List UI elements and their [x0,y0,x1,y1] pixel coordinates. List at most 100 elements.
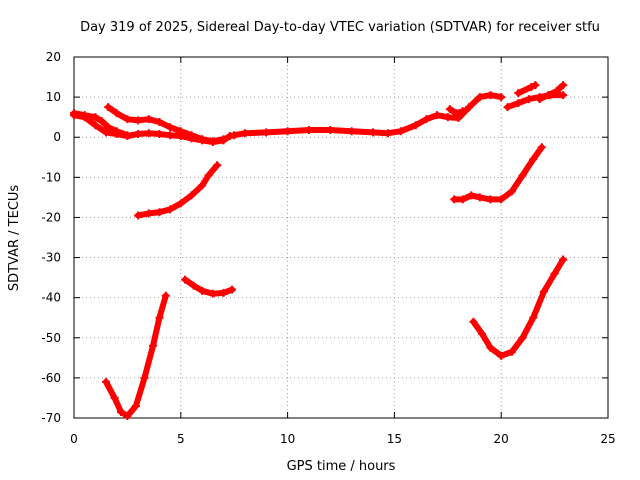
data-point [198,286,207,295]
data-point [149,341,158,350]
series-arc-minus-20 [134,161,222,220]
data-point [134,116,143,125]
data-point [123,115,132,124]
data-point [559,81,568,90]
data-point [80,111,89,120]
data-point [166,123,175,132]
data-point [514,89,523,98]
data-point [465,103,474,112]
data-point [544,91,553,100]
data-point [219,288,228,297]
y-tick-label: -30 [41,251,61,265]
data-point [552,87,561,96]
x-tick-label: 5 [177,432,185,446]
data-point [477,329,486,338]
data-point [70,109,78,118]
data-point [102,128,111,137]
y-tick-label: -40 [41,291,61,305]
data-point [396,127,405,136]
y-axis-label: SDTVAR / TECUs [7,185,22,292]
series-band [182,276,236,297]
series-band [470,256,567,359]
data-point [497,351,506,360]
data-point [518,171,527,180]
data-point [198,135,207,144]
data-point [161,291,170,300]
data-point [535,95,544,104]
data-point [475,193,484,202]
series-band [504,92,567,111]
y-tick-label: -60 [41,371,61,385]
series-arc-late-U [469,255,568,360]
data-point [529,313,538,322]
data-point [486,195,495,204]
y-tick-label: 10 [46,90,61,104]
data-point [144,129,153,138]
data-point [458,107,467,116]
data-point [134,211,143,220]
data-point [134,130,143,139]
data-point [112,109,121,118]
x-tick-label: 10 [280,432,295,446]
grid [74,57,608,418]
data-point [228,285,237,294]
data-point [497,93,506,102]
data-point [110,393,119,402]
y-tick-label: -70 [41,411,61,425]
data-point [475,93,484,102]
series-arc-minus-38 [181,275,237,298]
data-point [166,131,175,140]
data-point [304,126,313,135]
data-point [559,255,568,264]
data-point [531,81,540,90]
data-point [550,269,559,278]
data-point [213,161,222,170]
x-tick-label: 25 [600,432,615,446]
data-point [383,129,392,138]
data-point [527,83,536,92]
data-point [166,205,175,214]
data-point [155,208,164,217]
data-point [240,129,249,138]
data-point [452,109,461,118]
data-point [208,289,217,298]
data-point [189,281,198,290]
data-point [559,91,568,100]
data-point [208,137,217,146]
data-point [467,191,476,200]
data-point [155,130,164,139]
data-point [102,377,111,386]
y-tick-label: -50 [41,331,61,345]
data-point [458,195,467,204]
data-point [176,199,185,208]
data-point [507,347,516,356]
data-point [155,313,164,322]
series-arc-late-minus-15 [450,143,546,204]
data-point [181,275,190,284]
data-point [422,115,431,124]
data-point [445,105,454,114]
data-point [507,187,516,196]
x-tick-label: 0 [70,432,78,446]
data-point [369,128,378,137]
series-band [536,82,567,103]
series-arc-late-top-right [535,81,568,104]
data-point [486,91,495,100]
data-point [144,115,153,124]
data-point [140,373,149,382]
series-arc-early-hump [104,103,228,146]
data-point [198,181,207,190]
data-point [123,131,132,140]
ticks: 0 5 10 15 20 25 -70 -60 -50 -40 -30 -20 -10 0 10 20 [41,50,615,446]
series-arc-main-near-zero [70,91,506,147]
series-band [451,144,545,203]
data-point [219,135,228,144]
y-tick-label: 0 [53,130,61,144]
data-point [123,411,132,420]
y-tick-label: 20 [46,50,61,64]
series-arc-bump-18 [445,105,467,118]
data-point [144,209,153,218]
data-point [176,127,185,136]
chart-title: Day 319 of 2025, Sidereal Day-to-day VTE… [80,20,600,35]
